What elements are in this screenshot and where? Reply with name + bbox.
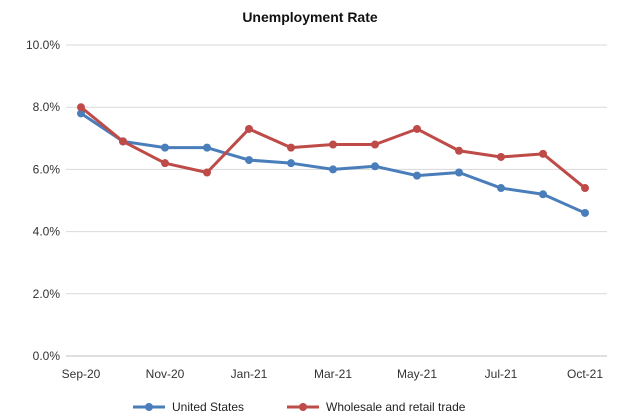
- legend: United States Wholesale and retail trade: [133, 400, 466, 414]
- data-point: [539, 190, 547, 199]
- x-tick-label: Jul-21: [485, 367, 518, 381]
- legend-item: United States: [133, 400, 244, 414]
- data-point: [581, 208, 589, 217]
- series-line: [80, 112, 586, 215]
- legend-marker: [145, 403, 153, 411]
- x-tick-label: Jan-21: [231, 367, 268, 381]
- data-point: [455, 146, 463, 155]
- data-point: [161, 143, 169, 152]
- data-point: [203, 143, 211, 152]
- series-wholesale-retail: [77, 103, 589, 193]
- y-tick-label: 0.0%: [33, 349, 61, 363]
- data-point: [119, 137, 127, 146]
- axes: 0.0% 2.0% 4.0% 6.0% 8.0% 10.0% Sep-20 Nov-20 Jan…: [26, 38, 607, 381]
- data-point: [455, 168, 463, 177]
- data-point: [329, 140, 337, 149]
- series-united-states: [77, 109, 589, 217]
- x-tick-label: Nov-20: [146, 367, 185, 381]
- data-point: [371, 162, 379, 171]
- data-point: [413, 171, 421, 180]
- y-tick-label: 10.0%: [26, 38, 60, 52]
- y-tick-label: 8.0%: [33, 100, 61, 114]
- data-point: [245, 124, 253, 133]
- y-tick-label: 4.0%: [33, 225, 61, 239]
- data-point: [371, 140, 379, 149]
- data-point: [203, 168, 211, 177]
- data-point: [77, 103, 85, 112]
- x-tick-label: May-21: [397, 367, 437, 381]
- data-point: [497, 184, 505, 193]
- data-point: [413, 124, 421, 133]
- data-point: [287, 143, 295, 152]
- x-tick-label: Mar-21: [314, 367, 352, 381]
- data-point: [581, 184, 589, 193]
- data-point: [161, 159, 169, 168]
- data-point: [77, 109, 85, 118]
- legend-marker: [299, 403, 307, 411]
- series-lines: [77, 103, 589, 217]
- data-point: [497, 152, 505, 161]
- x-tick-label: Sep-20: [62, 367, 101, 381]
- data-point: [329, 165, 337, 174]
- chart-title: Unemployment Rate: [242, 9, 378, 25]
- data-point: [539, 149, 547, 158]
- y-tick-label: 6.0%: [33, 162, 61, 176]
- legend-label: United States: [172, 400, 244, 414]
- legend-label: Wholesale and retail trade: [326, 400, 466, 414]
- x-tick-label: Oct-21: [567, 367, 603, 381]
- data-point: [245, 156, 253, 165]
- y-tick-label: 2.0%: [33, 287, 61, 301]
- data-point: [287, 159, 295, 168]
- legend-item: Wholesale and retail trade: [287, 400, 466, 414]
